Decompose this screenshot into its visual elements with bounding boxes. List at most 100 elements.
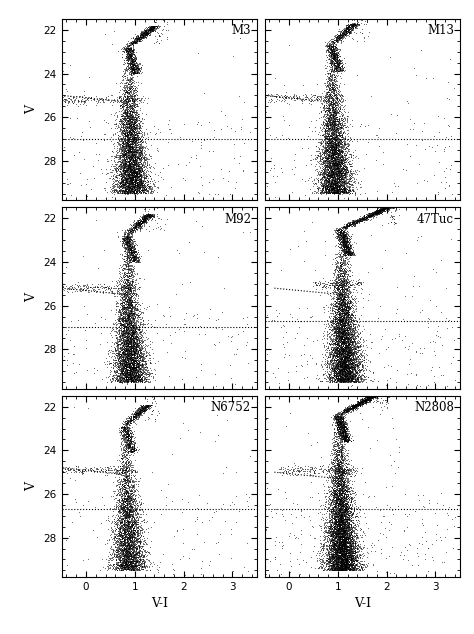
Point [119, 363, 127, 373]
Point [239, 114, 246, 124]
Point [344, 552, 351, 562]
Point [128, 366, 135, 377]
Point [341, 25, 349, 35]
Point [332, 446, 339, 456]
Point [124, 122, 131, 132]
Point [130, 171, 138, 181]
Point [319, 540, 327, 550]
Point [126, 337, 133, 347]
Point [133, 175, 140, 185]
Point [345, 292, 353, 302]
Point [129, 105, 137, 115]
Point [110, 534, 118, 544]
Point [131, 120, 139, 130]
Point [342, 180, 349, 190]
Point [145, 547, 153, 557]
Point [344, 545, 352, 555]
Point [332, 518, 340, 528]
Point [127, 141, 135, 152]
Point [337, 152, 345, 162]
Point [135, 375, 142, 385]
Point [339, 160, 347, 171]
Point [337, 547, 345, 557]
Point [341, 552, 349, 562]
Point [338, 30, 346, 41]
Point [130, 546, 138, 556]
Point [130, 177, 138, 187]
Point [349, 556, 357, 566]
Point [338, 366, 346, 377]
Point [328, 51, 335, 61]
Point [342, 489, 349, 499]
Point [332, 498, 340, 508]
Point [331, 502, 338, 512]
Point [339, 304, 346, 314]
Point [340, 358, 347, 368]
Point [344, 359, 352, 369]
Point [337, 316, 345, 326]
Point [342, 562, 349, 572]
Point [132, 169, 139, 179]
Point [139, 337, 146, 347]
Point [119, 264, 127, 275]
Point [125, 54, 132, 64]
Point [116, 136, 124, 146]
Point [115, 377, 123, 387]
Point [353, 538, 360, 548]
Point [328, 148, 336, 158]
Point [120, 489, 128, 500]
Point [346, 277, 353, 287]
Point [133, 535, 140, 545]
Point [345, 322, 353, 332]
Point [128, 519, 136, 529]
Point [343, 547, 350, 557]
Point [120, 545, 128, 555]
Point [125, 158, 133, 169]
Point [119, 505, 127, 515]
Point [146, 400, 154, 410]
Point [133, 65, 140, 75]
Point [334, 476, 341, 486]
Point [335, 81, 343, 91]
Point [336, 412, 344, 422]
Point [330, 467, 337, 477]
Point [129, 126, 137, 136]
Point [135, 250, 143, 261]
Point [339, 268, 346, 278]
Point [140, 30, 147, 41]
Point [335, 518, 342, 528]
Point [136, 179, 143, 190]
Point [135, 174, 143, 184]
Point [332, 500, 340, 510]
Point [349, 186, 356, 197]
Point [134, 339, 141, 349]
Point [123, 538, 130, 548]
Point [128, 153, 135, 164]
Point [342, 542, 349, 552]
Point [341, 563, 348, 573]
Point [333, 49, 340, 60]
Point [138, 164, 146, 174]
Point [123, 353, 130, 363]
Point [363, 350, 371, 360]
Point [342, 490, 350, 500]
Point [123, 289, 131, 299]
Point [332, 489, 339, 500]
Point [127, 307, 134, 317]
Point [344, 520, 352, 530]
Point [139, 179, 147, 190]
Point [338, 292, 346, 302]
Point [343, 249, 351, 259]
Point [124, 446, 132, 456]
Point [123, 363, 130, 373]
Point [329, 120, 337, 131]
Point [334, 559, 342, 569]
Point [125, 354, 132, 365]
Point [374, 132, 382, 142]
Point [117, 527, 124, 537]
Point [366, 210, 374, 221]
Point [350, 401, 358, 411]
Point [343, 314, 351, 324]
Point [144, 375, 151, 385]
Point [126, 358, 133, 368]
